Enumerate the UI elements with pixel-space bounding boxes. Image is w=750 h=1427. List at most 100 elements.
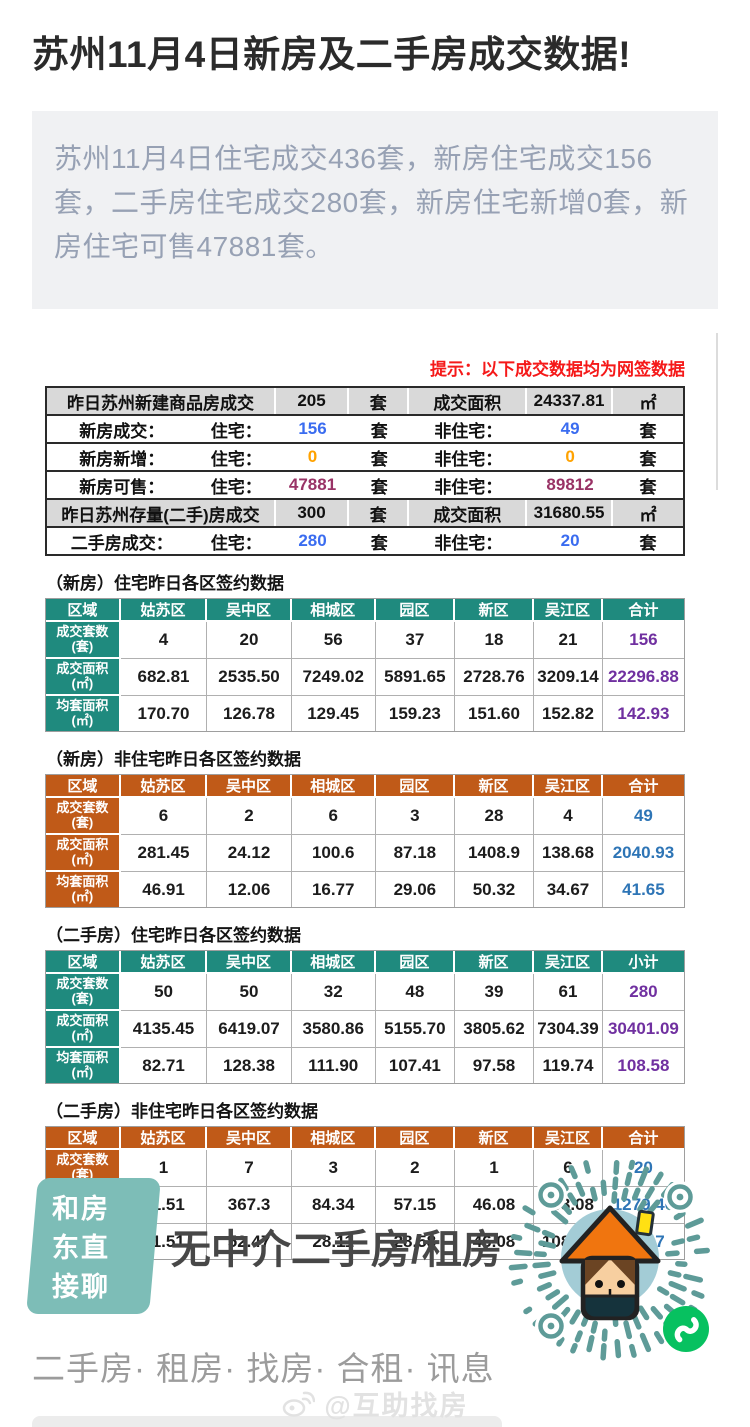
watermark: @互助找房 xyxy=(0,1384,750,1423)
page-edge-line xyxy=(716,333,718,490)
data-cell: 46.91 xyxy=(120,872,208,908)
overview-cell: 成交面积 xyxy=(409,388,528,415)
new-home-residential-section: （新房）住宅昨日各区签约数据 区域 姑苏区 吴中区 相城区 园区 新区 吴江区 合计 成交套数(… xyxy=(45,569,685,733)
data-cell: 682.81 xyxy=(120,659,208,697)
overview-cell: 非住宅： xyxy=(434,477,503,497)
column-header: 吴中区 xyxy=(207,1127,292,1151)
column-header: 吴江区 xyxy=(534,599,603,623)
data-cell: 3 xyxy=(291,1150,376,1188)
data-cell: 7 xyxy=(207,1150,292,1188)
data-cell: 21 xyxy=(534,622,603,660)
new-home-nonresidential-table: 区域 姑苏区 吴中区 相城区 园区 新区 吴江区 合计 成交套数 (套) 6 2 6 3 28 4 49 成交面积… xyxy=(45,774,685,909)
data-cell: 61 xyxy=(534,974,603,1012)
data-cell: 84.34 xyxy=(291,1187,376,1225)
data-cell: 97.58 xyxy=(454,1048,535,1084)
data-cell: 4 xyxy=(120,622,208,660)
overview-cell: 49 xyxy=(560,419,580,439)
chat-owner-badge: 和房东直接聊 xyxy=(26,1178,161,1314)
data-cell: 7304.39 xyxy=(534,1011,603,1049)
table-header-row: 区域 姑苏区 吴中区 相城区 园区 新区 吴江区 合计 xyxy=(46,775,684,799)
row-label: 成交面积(㎡) xyxy=(46,659,121,697)
overview-row: 新房可售： 住宅： 47881 套 非住宅： 89812 套 xyxy=(47,470,683,498)
overview-cell: 0 xyxy=(307,447,318,467)
column-header: 相城区 xyxy=(291,599,376,623)
data-cell: 50 xyxy=(120,974,208,1012)
qr-eye-bottom-left xyxy=(535,1310,567,1342)
overview-cell: 47881 xyxy=(288,475,337,495)
column-header: 园区 xyxy=(375,775,455,799)
row-total: 156 xyxy=(602,622,684,660)
overview-cell: 新房成交： xyxy=(79,421,165,441)
overview-cell: 昨日苏州新建商品房成交 xyxy=(47,388,276,415)
qr-eye-top-left xyxy=(535,1179,567,1211)
data-cell: 3805.62 xyxy=(454,1011,535,1049)
data-cell: 170.70 xyxy=(120,696,208,732)
overview-cell: 成交面积 xyxy=(409,500,528,527)
overview-cell: 套 xyxy=(370,421,388,441)
data-cell: 20 xyxy=(207,622,292,660)
data-cell: 28.58 xyxy=(375,1224,455,1260)
data-cell: 87.18 xyxy=(375,835,455,873)
summary-box: 苏州11月4日住宅成交436套，新房住宅成交156套，二手房住宅成交280套，新… xyxy=(32,110,718,310)
column-header: 合计 xyxy=(602,775,684,799)
data-cell: 111.90 xyxy=(291,1048,376,1084)
data-cell: 138.68 xyxy=(534,835,603,873)
data-cell: 1 xyxy=(120,1150,208,1188)
promo-footer: 和房东直接聊 无中介二手房/租房 二手房· 租房· 找房· 合租· 讯息 长按识… xyxy=(26,1178,502,1427)
data-cell: 1408.9 xyxy=(454,835,535,873)
overview-cell: 非住宅： xyxy=(434,421,503,441)
data-cell: 281.45 xyxy=(120,835,208,873)
table-row: 均套面积 (㎡) 170.70 126.78 129.45 159.23 151.60 152… xyxy=(46,696,684,732)
data-cell: 2728.76 xyxy=(454,659,535,697)
secondhand-residential-section: （二手房）住宅昨日各区签约数据 区域 姑苏区 吴中区 相城区 园区 新区 吴江区 小计 成交套数… xyxy=(45,921,685,1085)
column-header: 吴江区 xyxy=(534,951,603,975)
data-cell: 129.45 xyxy=(291,696,376,732)
data-cell: 2 xyxy=(375,1150,455,1188)
data-cell: 159.23 xyxy=(375,696,455,732)
column-header: 吴中区 xyxy=(207,599,292,623)
data-cell: 12.06 xyxy=(207,872,292,908)
data-cell: 119.74 xyxy=(534,1048,603,1084)
overview-row: 新房新增： 住宅： 0 套 非住宅： 0 套 xyxy=(47,442,683,470)
overview-cell: ㎡ xyxy=(639,393,657,413)
data-cell: 56 xyxy=(291,622,376,660)
row-total: 142.93 xyxy=(602,696,684,732)
data-cell: 5891.65 xyxy=(375,659,455,697)
data-cell: 48 xyxy=(375,974,455,1012)
table-title: （新房）非住宅昨日各区签约数据 xyxy=(46,750,301,770)
table-title: （二手房）住宅昨日各区签约数据 xyxy=(46,926,301,946)
overview-cell: 156 xyxy=(298,419,327,439)
column-header: 园区 xyxy=(375,599,455,623)
data-cell: 2 xyxy=(207,798,292,836)
data-cell: 28.11 xyxy=(291,1224,376,1260)
new-home-nonresidential-section: （新房）非住宅昨日各区签约数据 区域 姑苏区 吴中区 相城区 园区 新区 吴江区 合计 成交套数… xyxy=(45,745,685,909)
miniprogram-qr-code[interactable] xyxy=(500,1148,720,1370)
overview-cell: 0 xyxy=(565,447,575,467)
table-title: （二手房）非住宅昨日各区签约数据 xyxy=(46,1102,318,1122)
overview-cell: 非住宅： xyxy=(434,449,503,469)
summary-text: 苏州11月4日住宅成交436套，新房住宅成交156套，二手房住宅成交280套，新… xyxy=(54,142,689,263)
overview-cell: 300 xyxy=(276,500,350,527)
table-header-row: 区域 姑苏区 吴中区 相城区 园区 新区 吴江区 合计 xyxy=(46,599,684,623)
column-header: 区域 xyxy=(46,1127,121,1151)
column-header: 吴中区 xyxy=(207,951,292,975)
row-total: 22296.88 xyxy=(602,659,684,697)
row-label: 成交面积(㎡) xyxy=(46,835,121,873)
row-label: 均套面积(㎡) xyxy=(46,872,121,908)
column-header: 吴江区 xyxy=(534,775,603,799)
column-header: 合计 xyxy=(602,599,684,623)
data-cell: 46.08 xyxy=(454,1187,535,1225)
data-cell: 3 xyxy=(375,798,455,836)
data-cell: 128.38 xyxy=(207,1048,292,1084)
table-row: 成交套数 (套) 6 2 6 3 28 4 49 xyxy=(46,798,684,836)
overview-cell: 住宅： xyxy=(210,533,262,553)
row-total: 280 xyxy=(602,974,684,1012)
column-header: 相城区 xyxy=(291,1127,376,1151)
data-cell: 52.47 xyxy=(207,1224,292,1260)
data-cell: 6 xyxy=(534,1150,603,1188)
column-header: 小计 xyxy=(602,951,684,975)
data-cell: 100.6 xyxy=(291,835,376,873)
overview-cell: 205 xyxy=(276,388,350,415)
data-cell: 50 xyxy=(207,974,292,1012)
table-row: 成交面积 (㎡) 4135.45 6419.07 3580.86 5155.70 3805.… xyxy=(46,1011,684,1049)
